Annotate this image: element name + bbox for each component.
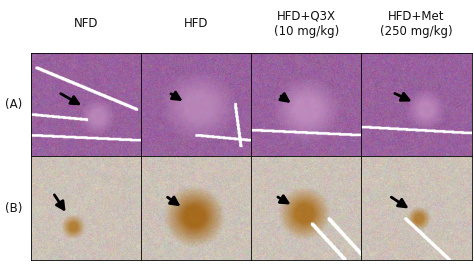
Text: (A): (A) xyxy=(5,98,22,111)
Text: NFD: NFD xyxy=(73,17,98,30)
Text: HFD+Q3X
(10 mg/kg): HFD+Q3X (10 mg/kg) xyxy=(273,10,339,38)
Text: HFD+Met
(250 mg/kg): HFD+Met (250 mg/kg) xyxy=(380,10,453,38)
Text: HFD: HFD xyxy=(184,17,209,30)
Text: (B): (B) xyxy=(5,201,23,215)
